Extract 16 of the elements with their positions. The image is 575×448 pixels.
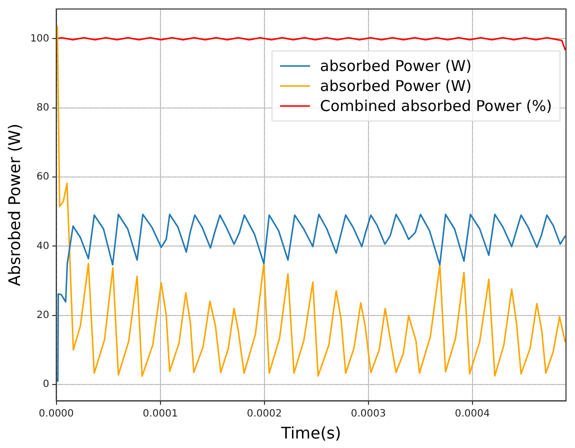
y-tick-label: 100 (30, 33, 50, 44)
legend-label: Combined absorbed Power (%) (320, 96, 552, 115)
y-tick-label: 0 (42, 379, 50, 390)
y-tick-label: 40 (36, 240, 50, 252)
y-tick-label: 80 (36, 102, 50, 114)
x-tick-label: 0.0001 (142, 408, 178, 420)
x-tick-label: 0.0000 (38, 408, 74, 420)
y-tick-label: 20 (36, 310, 50, 321)
x-tick-label: 0.0004 (454, 408, 490, 420)
x-axis-title: Time(s) (280, 424, 342, 443)
x-tick-label: 0.0003 (350, 408, 386, 420)
y-axis-title: Absrobed Power (W) (4, 124, 24, 286)
legend-label: absorbed Power (W) (320, 56, 472, 75)
y-tick-label: 60 (36, 172, 50, 183)
legend-label: absorbed Power (W) (320, 76, 472, 95)
x-tick-label: 0.0002 (246, 408, 282, 420)
